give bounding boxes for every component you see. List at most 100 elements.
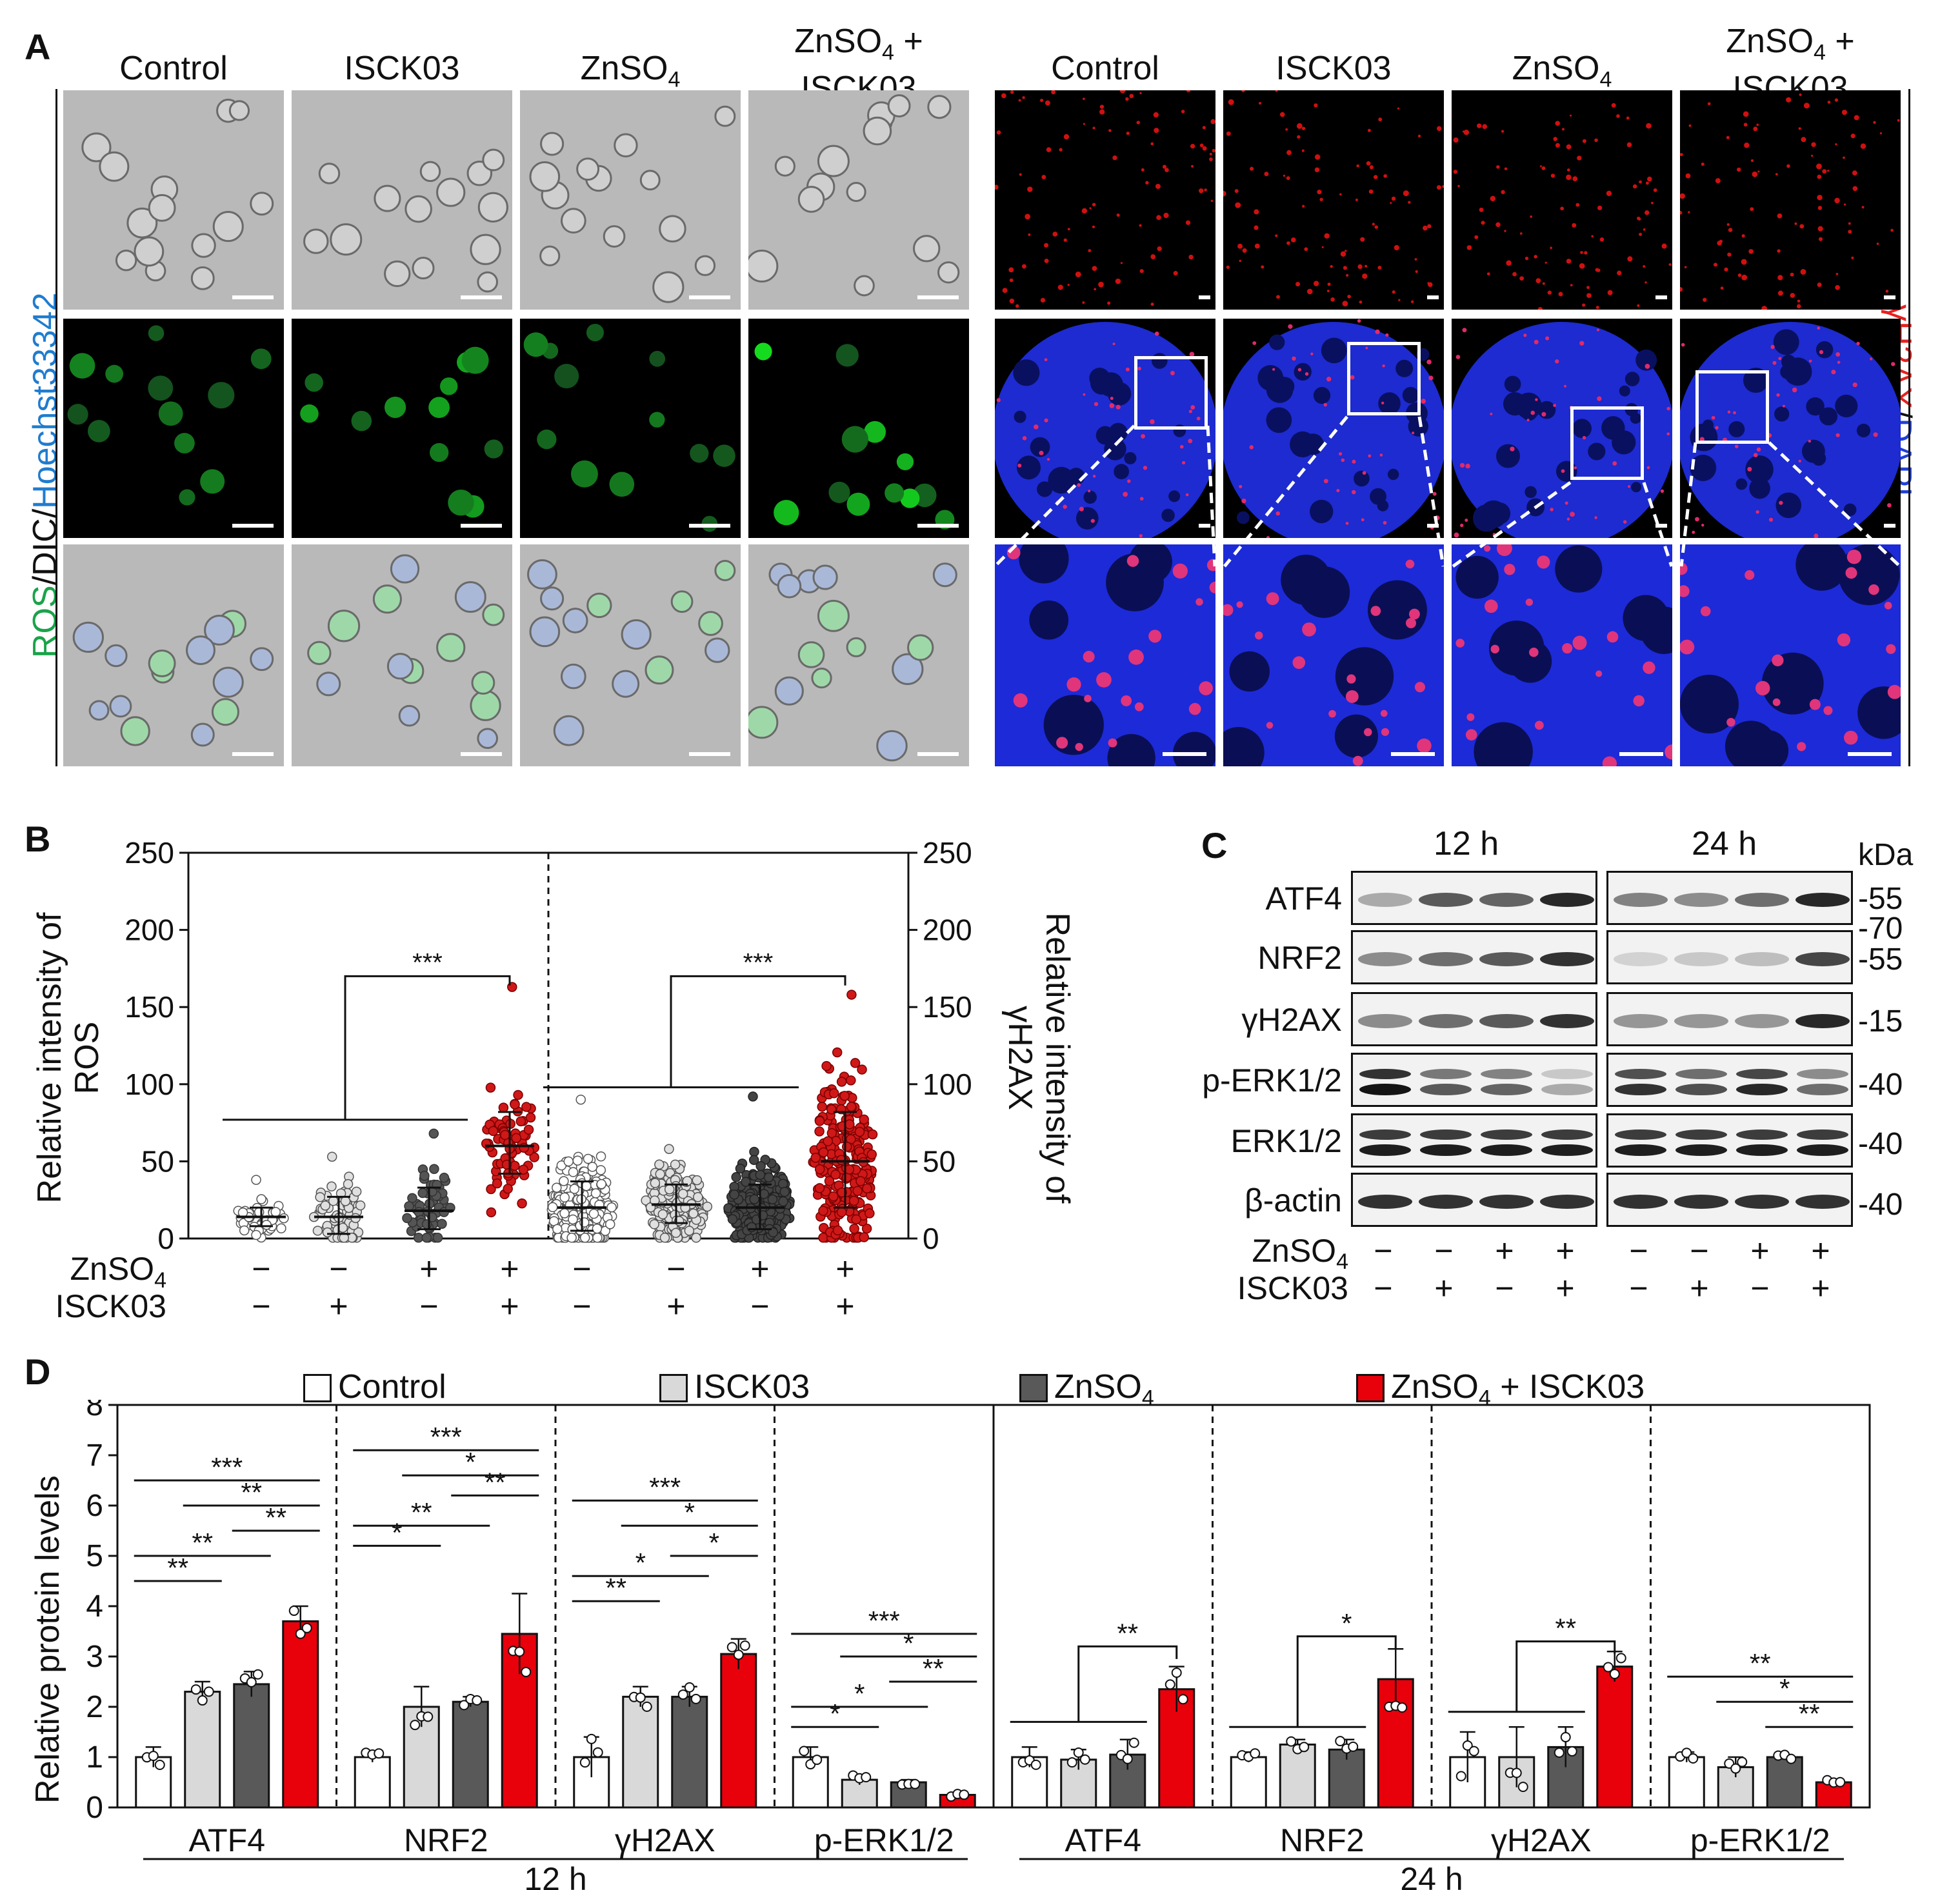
foci — [1028, 233, 1031, 236]
follicle — [1795, 544, 1848, 591]
foci — [1688, 124, 1692, 127]
scale-bar — [1391, 752, 1435, 756]
foci — [1626, 142, 1632, 148]
foci — [1340, 251, 1346, 257]
foci — [1125, 367, 1130, 372]
data-point — [421, 1233, 432, 1243]
cell — [560, 208, 586, 234]
foci — [1777, 249, 1781, 253]
foci — [1034, 424, 1039, 430]
foci — [1112, 155, 1117, 161]
data-point — [326, 1151, 337, 1162]
cell-fluorescence — [609, 472, 635, 497]
foci — [996, 130, 1001, 135]
data-point — [288, 1606, 299, 1616]
nucleus — [1602, 756, 1617, 766]
bar — [1158, 1688, 1195, 1809]
foci — [1627, 256, 1633, 262]
cell — [211, 698, 239, 726]
data-point — [1128, 1737, 1139, 1748]
foci — [1189, 352, 1195, 357]
cell — [191, 233, 216, 258]
nucleus — [1084, 695, 1092, 702]
foci — [1345, 250, 1347, 252]
foci — [1607, 290, 1613, 295]
data-point — [649, 1219, 659, 1229]
significance-label: ** — [485, 1467, 506, 1497]
cell-fluorescence — [105, 364, 124, 383]
foci — [1761, 306, 1767, 310]
foci — [1523, 333, 1527, 337]
data-point — [605, 1219, 615, 1229]
blot-strip — [1351, 1053, 1597, 1107]
follicle — [1690, 454, 1717, 481]
foci — [1342, 301, 1348, 307]
nucleus — [1409, 608, 1420, 620]
nucleus — [1755, 681, 1770, 696]
foci — [1044, 258, 1049, 263]
foci — [1817, 206, 1823, 210]
data-point — [351, 1186, 362, 1197]
cell-fluorescence — [774, 500, 799, 526]
band — [1674, 1014, 1728, 1028]
data-point — [1511, 1767, 1522, 1778]
foci — [1639, 180, 1642, 184]
zn-sign: − — [1434, 1233, 1454, 1269]
blot-bands — [1358, 952, 1594, 966]
nucleus — [1680, 585, 1690, 597]
data-point — [374, 1748, 385, 1759]
data-point — [413, 1233, 424, 1243]
foci — [1321, 246, 1324, 248]
band — [1419, 1195, 1473, 1209]
data-point — [421, 1219, 432, 1229]
foci — [1827, 101, 1831, 104]
cell-fluorescence — [67, 404, 88, 425]
cell — [774, 155, 795, 177]
foci — [1547, 290, 1552, 295]
foci — [1482, 124, 1488, 130]
foci — [1727, 410, 1731, 414]
significance-label: ** — [1555, 1613, 1576, 1644]
zn-row-label: ZnSO4 — [1252, 1233, 1348, 1274]
foci — [1092, 266, 1097, 272]
cell — [148, 194, 176, 222]
data-point — [832, 1225, 843, 1236]
follicle — [1124, 452, 1137, 464]
data-point — [203, 1686, 214, 1697]
follicle — [1237, 511, 1250, 524]
foci — [1668, 263, 1672, 266]
molecular-weight-marker: -70 — [1858, 911, 1903, 946]
data-point — [845, 1119, 855, 1129]
foci — [1819, 350, 1824, 355]
nucleus — [1665, 744, 1672, 760]
follicle — [1835, 394, 1858, 417]
foci — [1646, 123, 1652, 129]
nucleus — [1745, 570, 1755, 581]
foci — [1397, 107, 1400, 110]
cell — [932, 562, 957, 588]
foci — [1190, 164, 1194, 168]
cell — [913, 235, 941, 263]
scale-bar — [689, 295, 730, 299]
zn-sign: + — [1555, 1233, 1575, 1269]
foci — [1285, 128, 1288, 131]
foci — [1680, 211, 1683, 215]
data-point — [437, 1219, 447, 1229]
follicle — [1275, 377, 1295, 396]
foci — [1861, 206, 1865, 209]
foci — [1584, 251, 1588, 255]
band — [1735, 1014, 1789, 1028]
foci — [1715, 426, 1719, 430]
follicle — [1743, 367, 1769, 393]
y-tick-label-right: 0 — [923, 1222, 939, 1255]
zn-sign: − — [572, 1251, 591, 1287]
foci — [1891, 362, 1895, 366]
category-label: p-ERK1/2 — [814, 1822, 954, 1858]
y-tick-label-left: 150 — [125, 990, 174, 1024]
category-label: γH2AX — [615, 1822, 715, 1858]
foci — [1170, 370, 1175, 375]
band — [1797, 1144, 1848, 1156]
foci — [1545, 336, 1550, 341]
foci — [1717, 241, 1722, 246]
follicle — [1508, 639, 1552, 683]
